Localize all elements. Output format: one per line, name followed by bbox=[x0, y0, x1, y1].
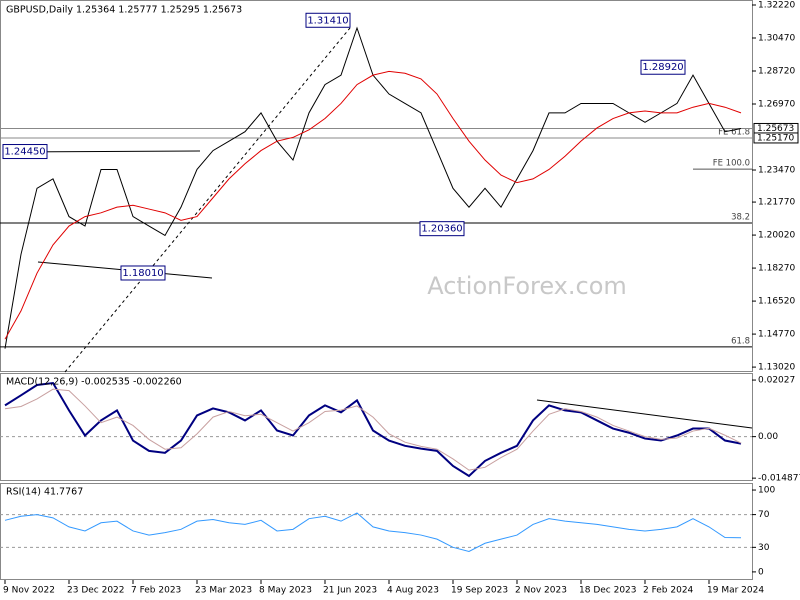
x-tick-label: 4 Aug 2023 bbox=[387, 586, 439, 596]
y-tick-label: 0.00 bbox=[758, 432, 778, 442]
annotation-box bbox=[305, 12, 351, 28]
annotation: 1.20360 bbox=[421, 224, 462, 235]
y-tick-label: 1.16520 bbox=[758, 297, 795, 307]
x-tick-label: 8 May 2023 bbox=[259, 586, 312, 596]
level-label: 61.8 bbox=[731, 336, 750, 346]
annotation-box bbox=[120, 265, 166, 281]
series-line bbox=[4, 512, 742, 552]
annotation-box bbox=[2, 144, 48, 160]
x-tick-label: 2 Nov 2023 bbox=[515, 586, 567, 596]
y-tick-label: 1.28720 bbox=[758, 67, 795, 77]
y-tick-label: 1.21770 bbox=[758, 198, 795, 208]
y-tick-label: 1.30470 bbox=[758, 34, 795, 44]
y-tick-label: 1.14770 bbox=[758, 330, 795, 340]
annotation: 1.31410 bbox=[307, 15, 348, 26]
x-tick-label: 18 Dec 2023 bbox=[579, 586, 637, 596]
x-tick-label: 19 Mar 2024 bbox=[707, 586, 764, 596]
y-tick-label: 0.02027 bbox=[758, 376, 795, 386]
x-tick-label: 9 Nov 2022 bbox=[3, 586, 55, 596]
series-line bbox=[4, 388, 742, 471]
level-label: FE 61.8 bbox=[718, 127, 750, 137]
annotation-box bbox=[640, 59, 686, 75]
series-line bbox=[4, 381, 742, 478]
y-tick-label: 100 bbox=[758, 486, 775, 496]
y-tick-label: 1.32220 bbox=[758, 0, 795, 10]
annotation-box bbox=[419, 221, 465, 237]
y-tick-label: 1.20020 bbox=[758, 231, 795, 241]
x-tick-label: 21 Jun 2023 bbox=[323, 586, 377, 596]
annotation: 1.28920 bbox=[642, 62, 683, 73]
price-label: 1.25170 bbox=[757, 133, 794, 143]
annotation: 1.24450 bbox=[4, 147, 45, 158]
price-panel bbox=[0, 0, 753, 372]
x-tick-label: 7 Feb 2023 bbox=[131, 586, 181, 596]
watermark: ActionForex.com bbox=[427, 272, 627, 300]
annotation: 1.18010 bbox=[122, 268, 163, 279]
price-label-box bbox=[753, 132, 799, 144]
price-label: 1.25673 bbox=[757, 124, 794, 134]
y-tick-label: 0 bbox=[758, 567, 764, 577]
x-tick-label: 19 Sep 2023 bbox=[451, 586, 508, 596]
x-tick-label: 2 Feb 2024 bbox=[643, 586, 694, 596]
level-label: FE 100.0 bbox=[713, 159, 750, 169]
y-tick-label: 1.23470 bbox=[758, 166, 795, 176]
y-tick-label: 70 bbox=[758, 510, 770, 520]
y-tick-label: 1.13020 bbox=[758, 363, 795, 373]
trend-line bbox=[64, 27, 351, 373]
x-tick-label: 23 Dec 2022 bbox=[67, 586, 125, 596]
panel-title: RSI(14) 41.7767 bbox=[6, 487, 83, 498]
y-tick-label: -0.014877 bbox=[758, 474, 800, 484]
level-label: 38.2 bbox=[731, 213, 750, 223]
y-tick-label: 1.26970 bbox=[758, 100, 795, 110]
series-line bbox=[4, 70, 742, 340]
y-tick-label: 30 bbox=[758, 543, 770, 553]
macd-panel bbox=[0, 373, 753, 481]
rsi-panel bbox=[0, 483, 753, 580]
x-tick-label: 23 Mar 2023 bbox=[195, 586, 252, 596]
trend-line bbox=[536, 399, 753, 429]
chart-title: GBPUSD,Daily 1.25364 1.25777 1.25295 1.2… bbox=[6, 5, 242, 16]
panel-title: MACD(12,26,9) -0.002535 -0.002260 bbox=[6, 377, 182, 388]
y-tick-label: 1.18270 bbox=[758, 264, 795, 274]
